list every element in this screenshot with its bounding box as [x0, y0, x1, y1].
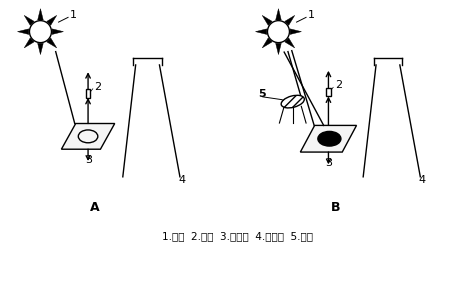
Polygon shape	[24, 38, 34, 48]
Text: 5: 5	[258, 89, 266, 99]
Text: 1.太阳  2.探头  3.参考板  4.三角架  5.挡板: 1.太阳 2.探头 3.参考板 4.三角架 5.挡板	[162, 231, 314, 241]
Polygon shape	[276, 9, 281, 20]
Circle shape	[268, 21, 289, 43]
Polygon shape	[18, 29, 29, 34]
Text: B: B	[331, 201, 340, 214]
Polygon shape	[47, 38, 57, 48]
Text: 2: 2	[335, 80, 342, 90]
Polygon shape	[276, 43, 281, 55]
Bar	[86, 89, 90, 98]
Polygon shape	[24, 15, 34, 25]
Text: A: A	[90, 201, 100, 214]
Polygon shape	[61, 123, 115, 149]
Circle shape	[30, 21, 51, 43]
Text: 3: 3	[325, 158, 332, 168]
Polygon shape	[256, 29, 267, 34]
Polygon shape	[290, 29, 301, 34]
Text: 1: 1	[70, 10, 77, 20]
Polygon shape	[285, 38, 295, 48]
Polygon shape	[285, 15, 295, 25]
Text: 4: 4	[178, 174, 186, 185]
Text: 1: 1	[308, 10, 315, 20]
Bar	[326, 88, 331, 96]
Polygon shape	[52, 29, 63, 34]
Polygon shape	[300, 125, 357, 152]
Text: 4: 4	[419, 174, 426, 185]
Polygon shape	[262, 38, 272, 48]
Text: 3: 3	[85, 154, 92, 164]
Text: 2: 2	[94, 82, 101, 92]
Polygon shape	[38, 43, 43, 55]
Polygon shape	[262, 15, 272, 25]
Polygon shape	[47, 15, 57, 25]
Ellipse shape	[281, 95, 304, 108]
Ellipse shape	[318, 131, 341, 146]
Polygon shape	[38, 9, 43, 20]
